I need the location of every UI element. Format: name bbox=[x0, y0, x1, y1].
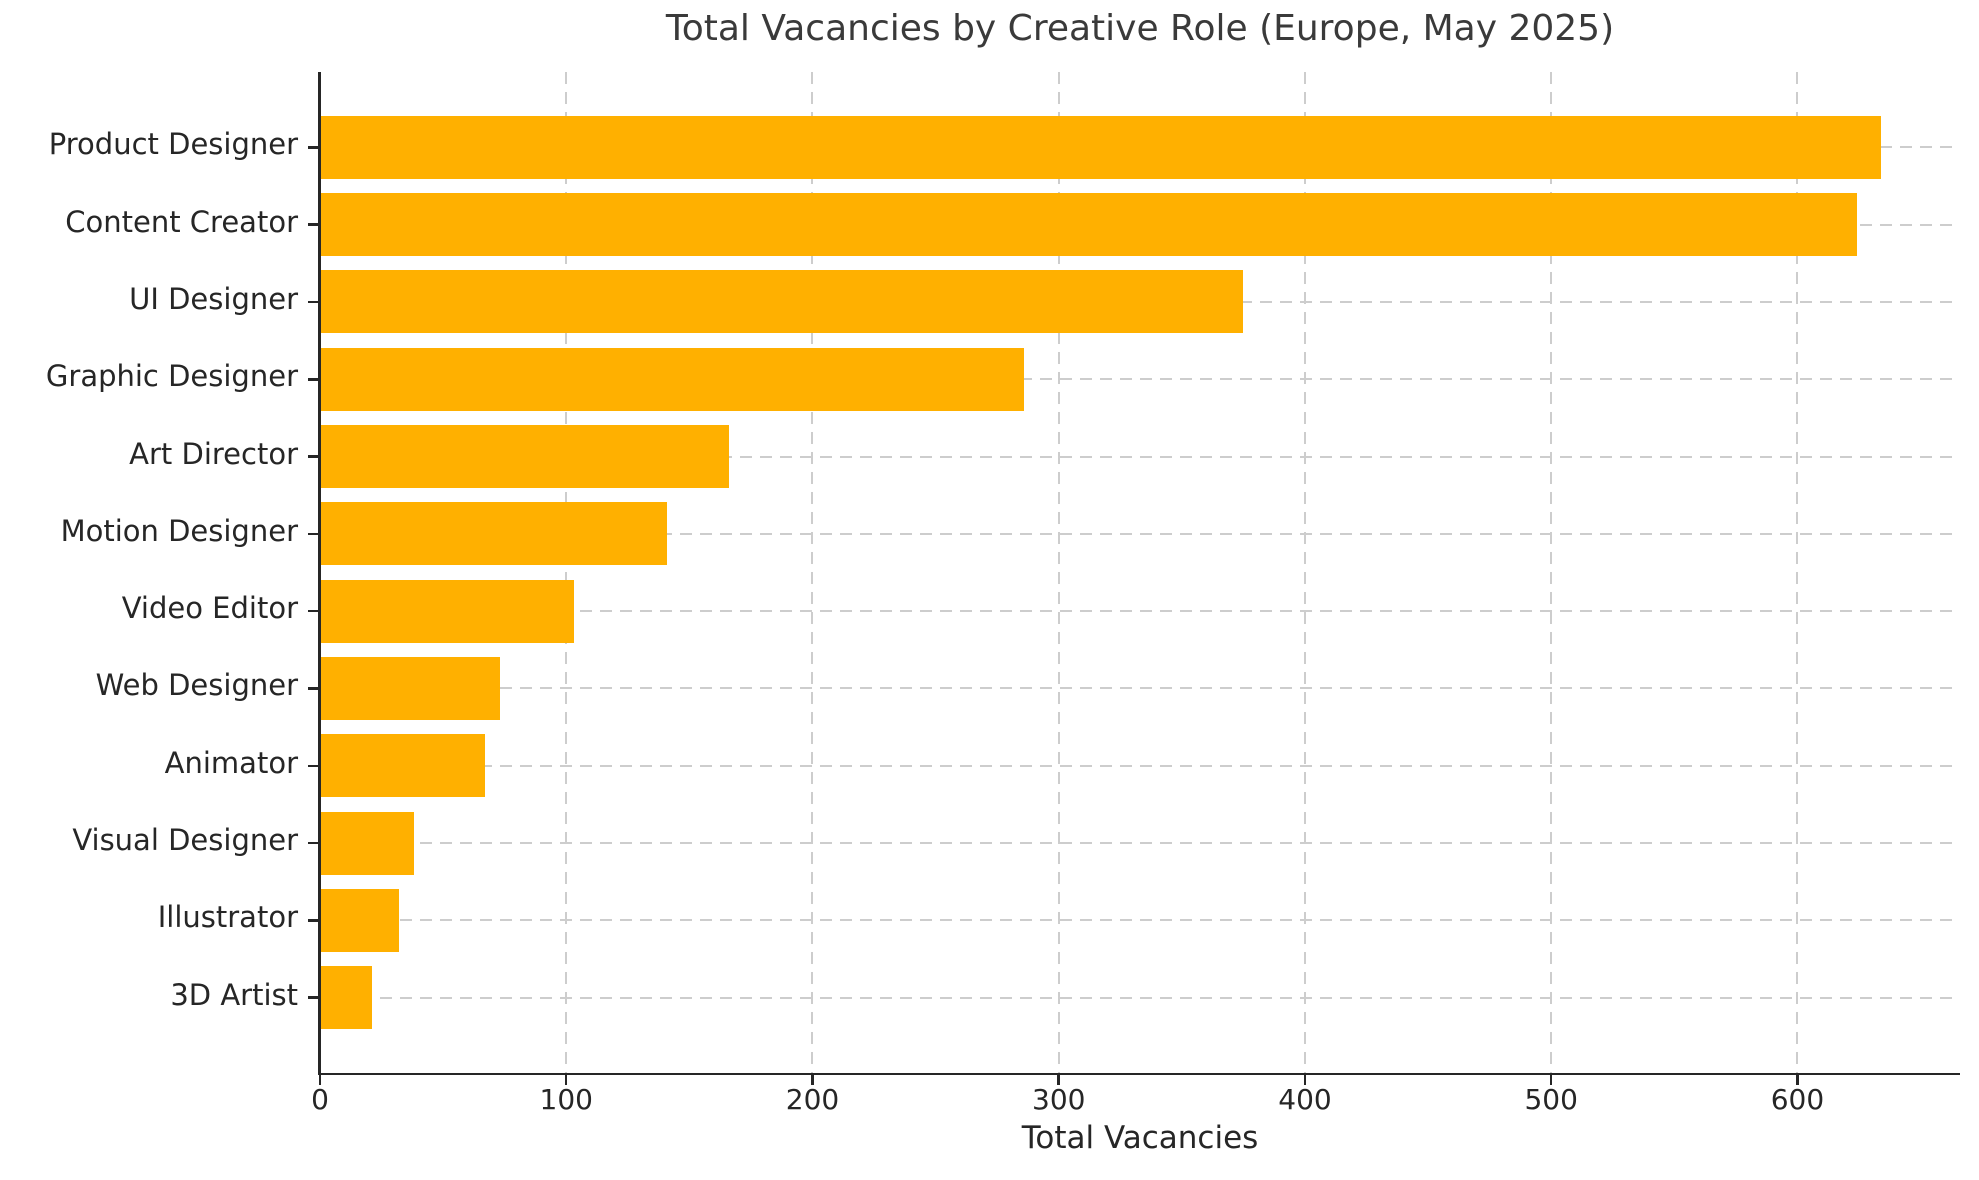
x-axis-label: Total Vacancies bbox=[1021, 1120, 1259, 1156]
x-gridline-400 bbox=[1303, 72, 1306, 1073]
x-axis-spine bbox=[318, 1072, 1960, 1075]
x-tick-label-400: 400 bbox=[1278, 1083, 1332, 1116]
y-gridline-9 bbox=[320, 842, 1960, 845]
x-gridline-600 bbox=[1796, 72, 1799, 1073]
chart-title: Total Vacancies by Creative Role (Europe… bbox=[665, 8, 1615, 49]
y-tick-label-3d-artist: 3D Artist bbox=[170, 977, 298, 1012]
x-tick-mark-500 bbox=[1549, 1073, 1553, 1085]
y-axis-spine bbox=[318, 72, 321, 1073]
bar-ui-designer bbox=[320, 270, 1244, 334]
y-tick-label-art-director: Art Director bbox=[129, 436, 298, 471]
y-tick-mark-2 bbox=[308, 300, 320, 304]
x-tick-mark-400 bbox=[1303, 1073, 1307, 1085]
x-gridline-500 bbox=[1550, 72, 1553, 1073]
bar-illustrator bbox=[320, 888, 399, 952]
y-tick-mark-4 bbox=[308, 455, 320, 458]
x-tick-label-600: 600 bbox=[1770, 1083, 1825, 1116]
y-gridline-8 bbox=[320, 764, 1960, 767]
y-tick-label-video-editor: Video Editor bbox=[121, 591, 298, 626]
bar-visual-designer bbox=[320, 811, 414, 875]
bar-motion-designer bbox=[320, 502, 668, 566]
bar-product-designer bbox=[320, 115, 1882, 179]
x-tick-mark-100 bbox=[564, 1073, 568, 1085]
y-tick-label-graphic-designer: Graphic Designer bbox=[45, 359, 298, 394]
y-gridline-7 bbox=[320, 687, 1960, 690]
y-tick-label-illustrator: Illustrator bbox=[157, 900, 298, 935]
x-tick-label-500: 500 bbox=[1524, 1083, 1578, 1116]
y-tick-label-animator: Animator bbox=[164, 745, 298, 780]
y-tick-mark-5 bbox=[308, 532, 320, 536]
bar-graphic-designer bbox=[320, 347, 1025, 411]
y-tick-mark-0 bbox=[308, 146, 320, 149]
y-tick-mark-6 bbox=[308, 609, 320, 613]
y-tick-mark-8 bbox=[308, 764, 320, 767]
bar-video-editor bbox=[320, 579, 574, 643]
x-gridline-100 bbox=[565, 72, 568, 1073]
y-tick-mark-9 bbox=[308, 841, 320, 845]
plot-area bbox=[318, 72, 1960, 1075]
y-tick-mark-11 bbox=[308, 996, 320, 999]
bar-content-creator bbox=[320, 193, 1857, 257]
y-gridline-6 bbox=[320, 610, 1960, 613]
y-tick-label-web-designer: Web Designer bbox=[95, 668, 298, 703]
x-tick-mark-600 bbox=[1796, 1073, 1799, 1085]
y-tick-label-motion-designer: Motion Designer bbox=[60, 513, 298, 548]
bar-web-designer bbox=[320, 656, 500, 720]
y-gridline-3 bbox=[320, 378, 1960, 381]
x-tick-label-200: 200 bbox=[785, 1083, 840, 1116]
y-gridline-5 bbox=[320, 532, 1960, 535]
x-gridline-200 bbox=[811, 72, 814, 1073]
x-tick-mark-300 bbox=[1057, 1073, 1060, 1085]
y-gridline-11 bbox=[320, 996, 1960, 999]
y-tick-mark-3 bbox=[308, 378, 320, 381]
bar-3d-artist bbox=[320, 966, 372, 1030]
y-gridline-4 bbox=[320, 455, 1960, 458]
x-tick-label-300: 300 bbox=[1032, 1083, 1086, 1116]
y-gridline-10 bbox=[320, 919, 1960, 922]
y-tick-label-product-designer: Product Designer bbox=[48, 127, 298, 162]
y-tick-label-content-creator: Content Creator bbox=[65, 204, 298, 239]
y-tick-mark-1 bbox=[308, 223, 320, 226]
x-gridline-300 bbox=[1057, 72, 1060, 1073]
y-tick-mark-7 bbox=[308, 687, 320, 690]
y-tick-label-ui-designer: UI Designer bbox=[129, 281, 298, 316]
x-tick-mark-0 bbox=[318, 1073, 322, 1085]
y-tick-mark-10 bbox=[308, 919, 320, 922]
x-tick-label-100: 100 bbox=[539, 1083, 593, 1116]
bar-art-director bbox=[320, 425, 729, 489]
bar-animator bbox=[320, 734, 485, 798]
y-tick-label-visual-designer: Visual Designer bbox=[72, 823, 298, 858]
x-tick-label-0: 0 bbox=[311, 1083, 329, 1116]
x-tick-mark-200 bbox=[811, 1073, 814, 1085]
